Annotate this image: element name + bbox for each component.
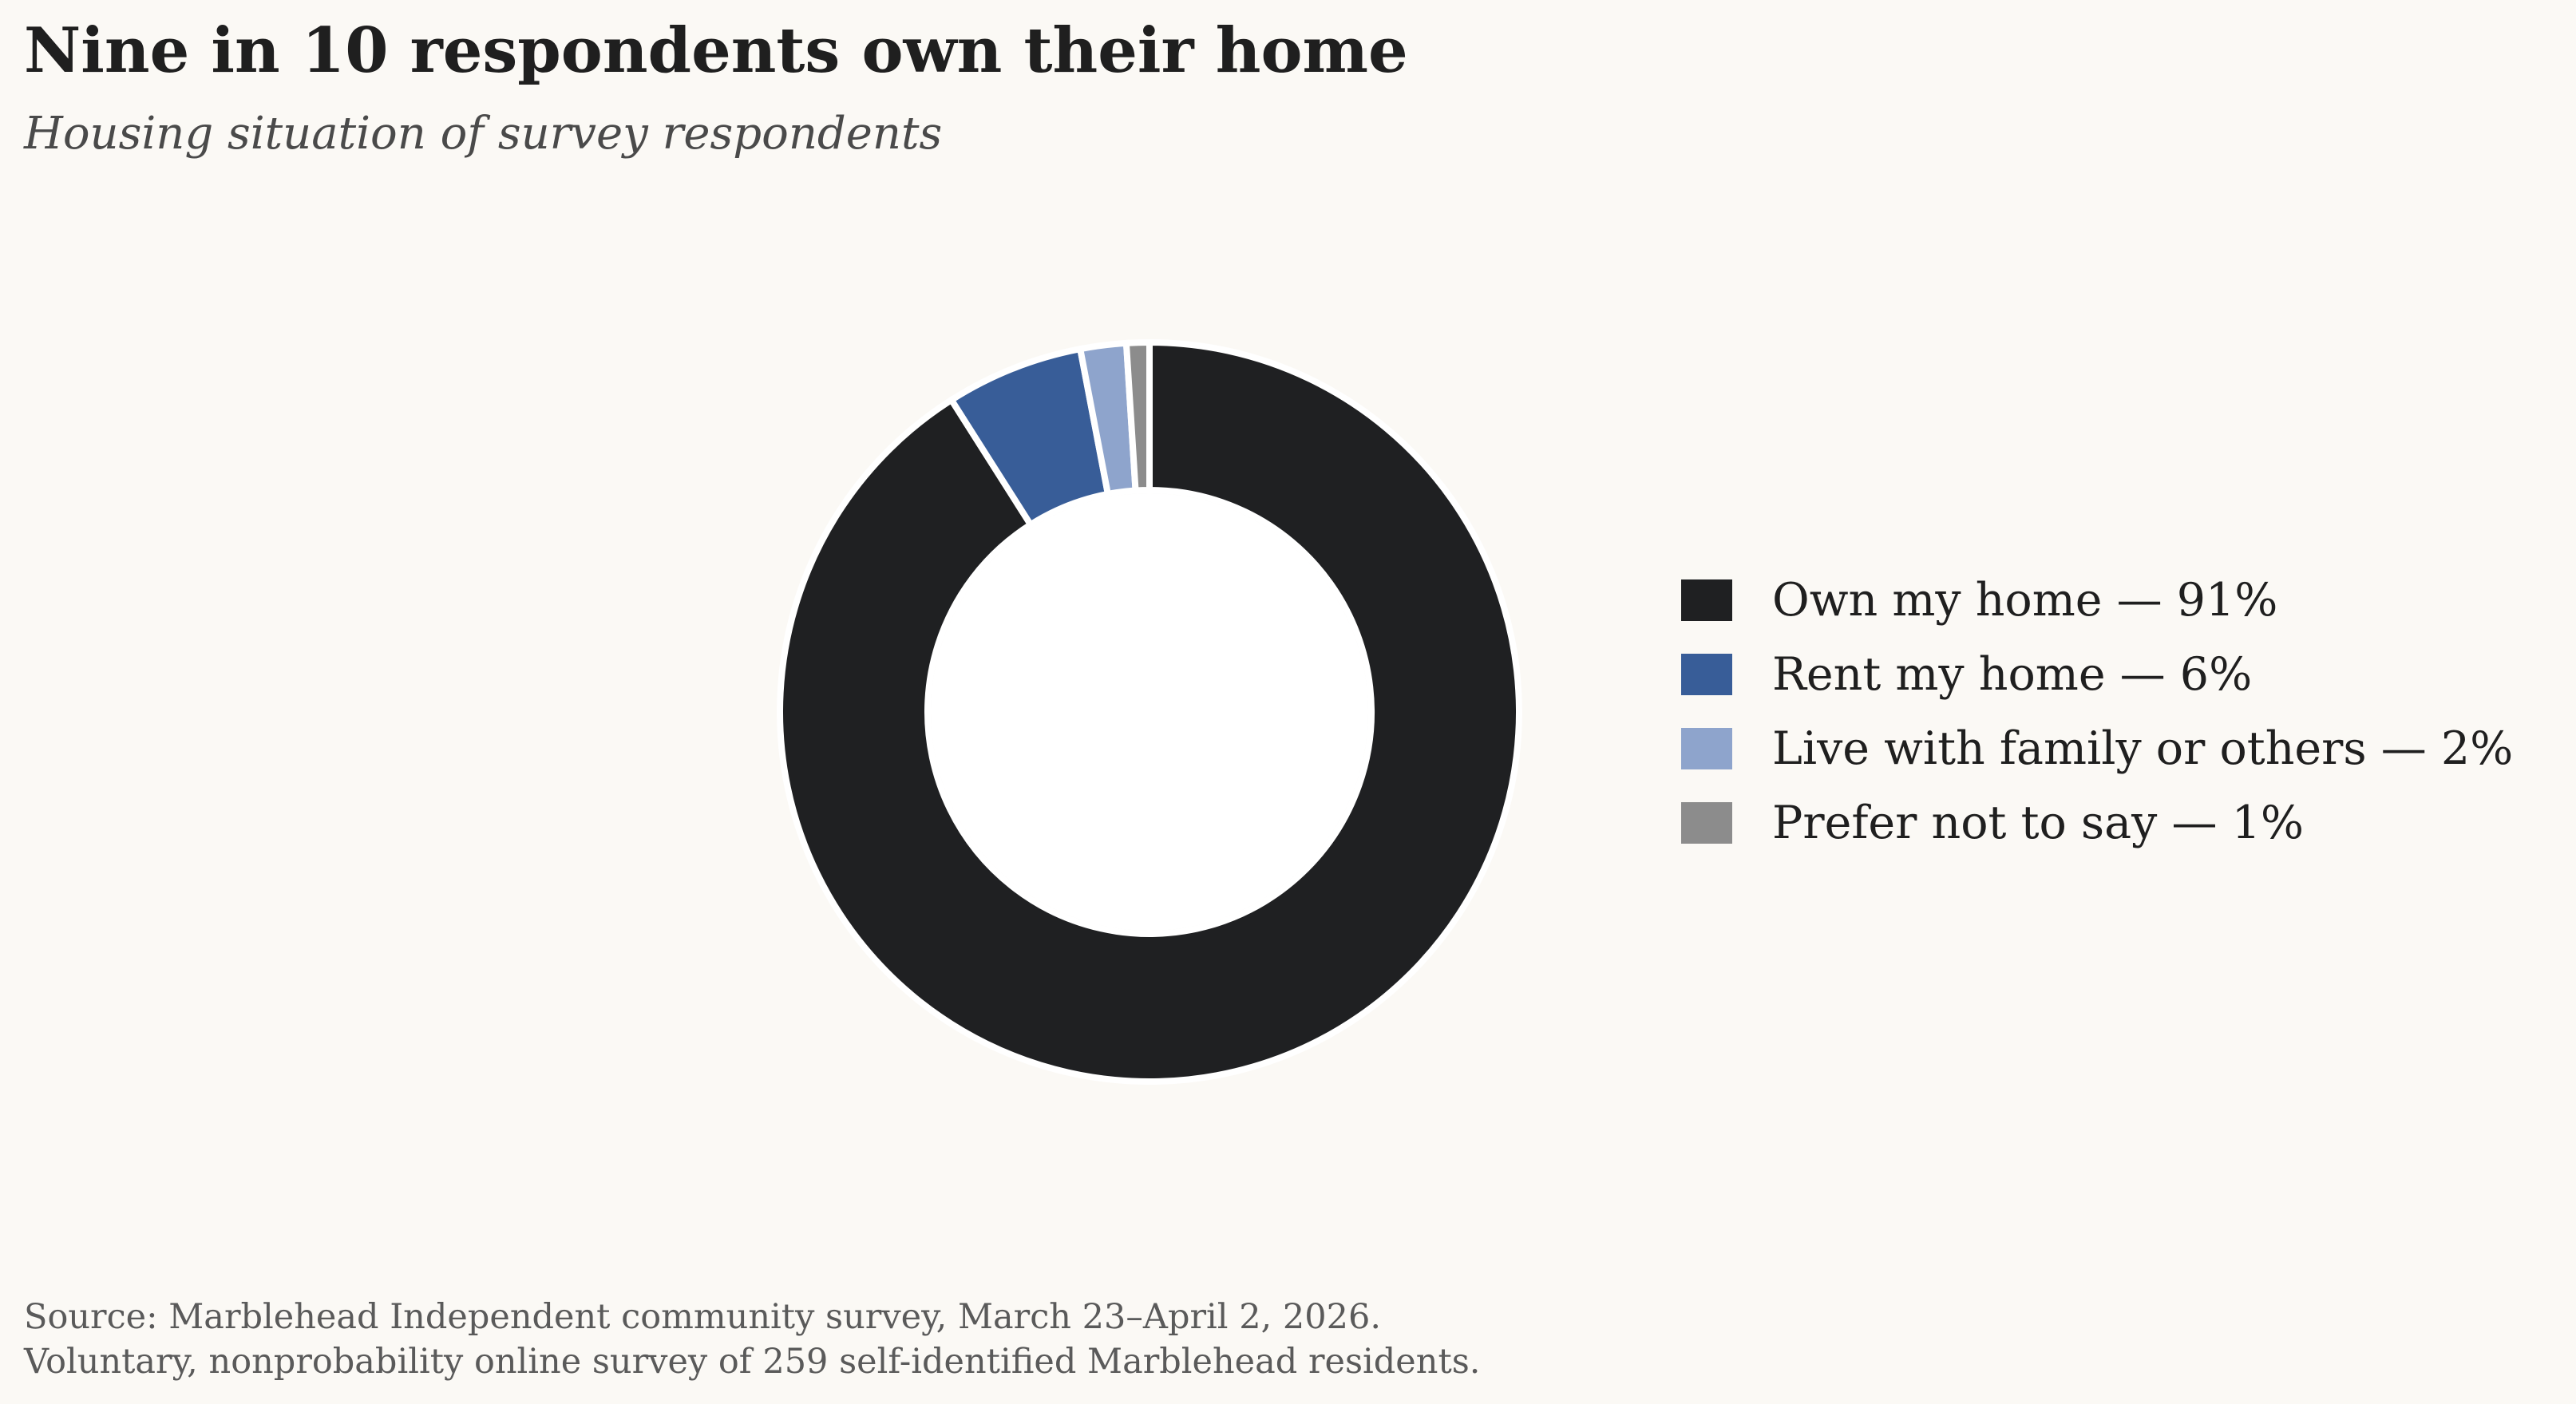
legend-item-own: Own my home — 91% [1681,563,2513,637]
legend-item-rent: Rent my home — 6% [1681,637,2513,711]
legend-item-family: Live with family or others — 2% [1681,711,2513,785]
legend-label-rent: Rent my home — 6% [1772,647,2253,701]
chart-legend: Own my home — 91% Rent my home — 6% Live… [1681,563,2513,860]
chart-title: Nine in 10 respondents own their home [24,14,1408,87]
legend-swatch-prefer-not [1681,801,1732,844]
legend-swatch-family [1681,727,1732,769]
donut-slice-own [776,338,1522,1085]
donut-hole [931,493,1368,931]
chart-subtitle: Housing situation of survey respondents [24,108,943,160]
source-line-1: Source: Marblehead Independent community… [24,1297,1381,1337]
legend-label-own: Own my home — 91% [1772,573,2278,627]
legend-label-family: Live with family or others — 2% [1772,722,2514,775]
source-note: Source: Marblehead Independent community… [24,1295,1480,1384]
legend-swatch-rent [1681,653,1732,695]
legend-swatch-own [1681,579,1732,621]
source-line-2: Voluntary, nonprobability online survey … [24,1342,1481,1382]
legend-label-prefer-not: Prefer not to say — 1% [1772,796,2305,849]
donut-slice-prefer-not [1122,338,1153,494]
legend-item-prefer-not: Prefer not to say — 1% [1681,785,2513,860]
